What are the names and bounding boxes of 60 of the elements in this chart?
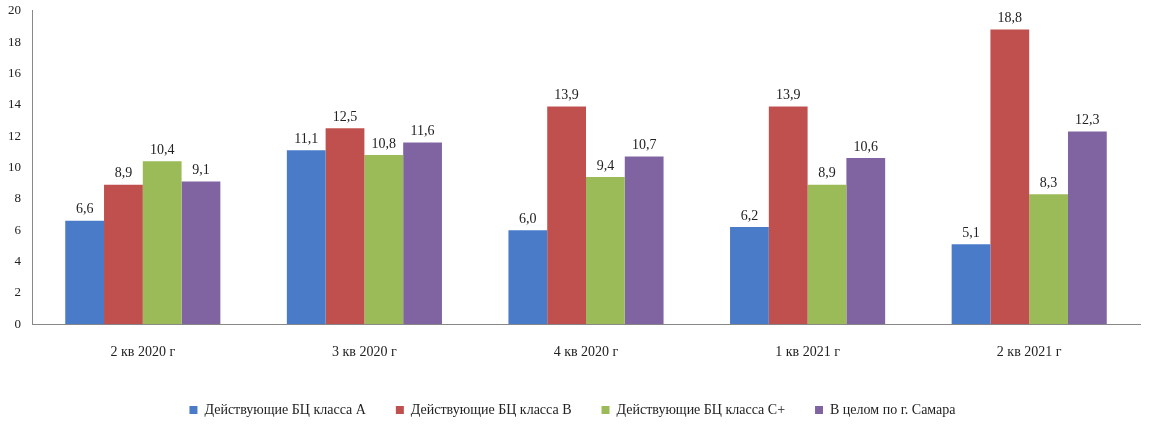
data-label: 10,4 xyxy=(149,141,175,157)
legend-label: Действующие БЦ класса С+ xyxy=(616,401,786,417)
legend-label: Действующие БЦ класса А xyxy=(204,401,367,417)
data-label: 13,9 xyxy=(775,87,801,103)
y-tick-label: 8 xyxy=(14,190,21,206)
y-tick-label: 10 xyxy=(8,158,21,174)
x-tick-label: 1 кв 2021 г xyxy=(775,344,841,360)
data-label: 9,4 xyxy=(596,157,615,173)
data-label: 10,7 xyxy=(631,137,657,153)
bar xyxy=(768,106,808,325)
data-label: 13,9 xyxy=(554,87,579,103)
data-label: 12,5 xyxy=(332,109,358,124)
data-label: 9,1 xyxy=(192,162,210,178)
data-label: 10,6 xyxy=(853,138,879,154)
bar xyxy=(547,106,586,325)
data-label: 8,9 xyxy=(114,165,133,181)
data-label: 18,8 xyxy=(997,10,1023,26)
bar xyxy=(951,244,991,325)
data-label: 10,8 xyxy=(371,135,397,151)
bar xyxy=(403,142,442,325)
y-tick-label: 4 xyxy=(14,252,22,268)
data-label: 6,0 xyxy=(519,210,537,226)
bar xyxy=(586,176,625,325)
data-label: 11,6 xyxy=(410,123,435,139)
bar xyxy=(1067,131,1107,325)
data-label: 8,9 xyxy=(818,165,836,181)
bar xyxy=(1029,194,1068,325)
bar xyxy=(730,227,769,325)
y-tick-label: 12 xyxy=(8,127,21,143)
y-tick-label: 2 xyxy=(14,284,21,300)
bar xyxy=(325,128,365,325)
data-label: 11,1 xyxy=(294,130,319,146)
bar xyxy=(142,161,182,325)
y-tick-label: 6 xyxy=(14,221,22,237)
x-tick-label: 2 кв 2021 г xyxy=(996,344,1062,360)
bar xyxy=(807,184,847,325)
data-label: 5,1 xyxy=(962,224,980,240)
bar xyxy=(624,156,664,325)
x-tick-label: 2 кв 2020 г xyxy=(110,344,176,360)
bar xyxy=(364,154,404,325)
y-tick-label: 16 xyxy=(8,64,22,80)
y-tick-label: 18 xyxy=(8,33,21,49)
bar xyxy=(286,150,326,325)
data-label: 8,3 xyxy=(1039,174,1058,190)
bar xyxy=(846,158,886,325)
y-tick-label: 0 xyxy=(14,315,21,331)
bar xyxy=(990,29,1030,325)
y-tick-label: 20 xyxy=(8,2,21,18)
data-label: 6,2 xyxy=(740,207,759,223)
data-label: 6,6 xyxy=(75,201,94,217)
legend-label: В целом по г. Самара xyxy=(830,401,957,417)
bar xyxy=(508,230,548,325)
legend-label: Действующие БЦ класса В xyxy=(410,401,572,417)
data-label: 12,3 xyxy=(1075,112,1100,128)
bar xyxy=(65,220,105,325)
bar xyxy=(104,184,143,325)
bar xyxy=(181,181,221,325)
x-tick-label: 3 кв 2020 г xyxy=(332,344,397,360)
x-tick-label: 4 кв 2020 г xyxy=(553,344,619,360)
y-tick-label: 14 xyxy=(8,96,22,112)
